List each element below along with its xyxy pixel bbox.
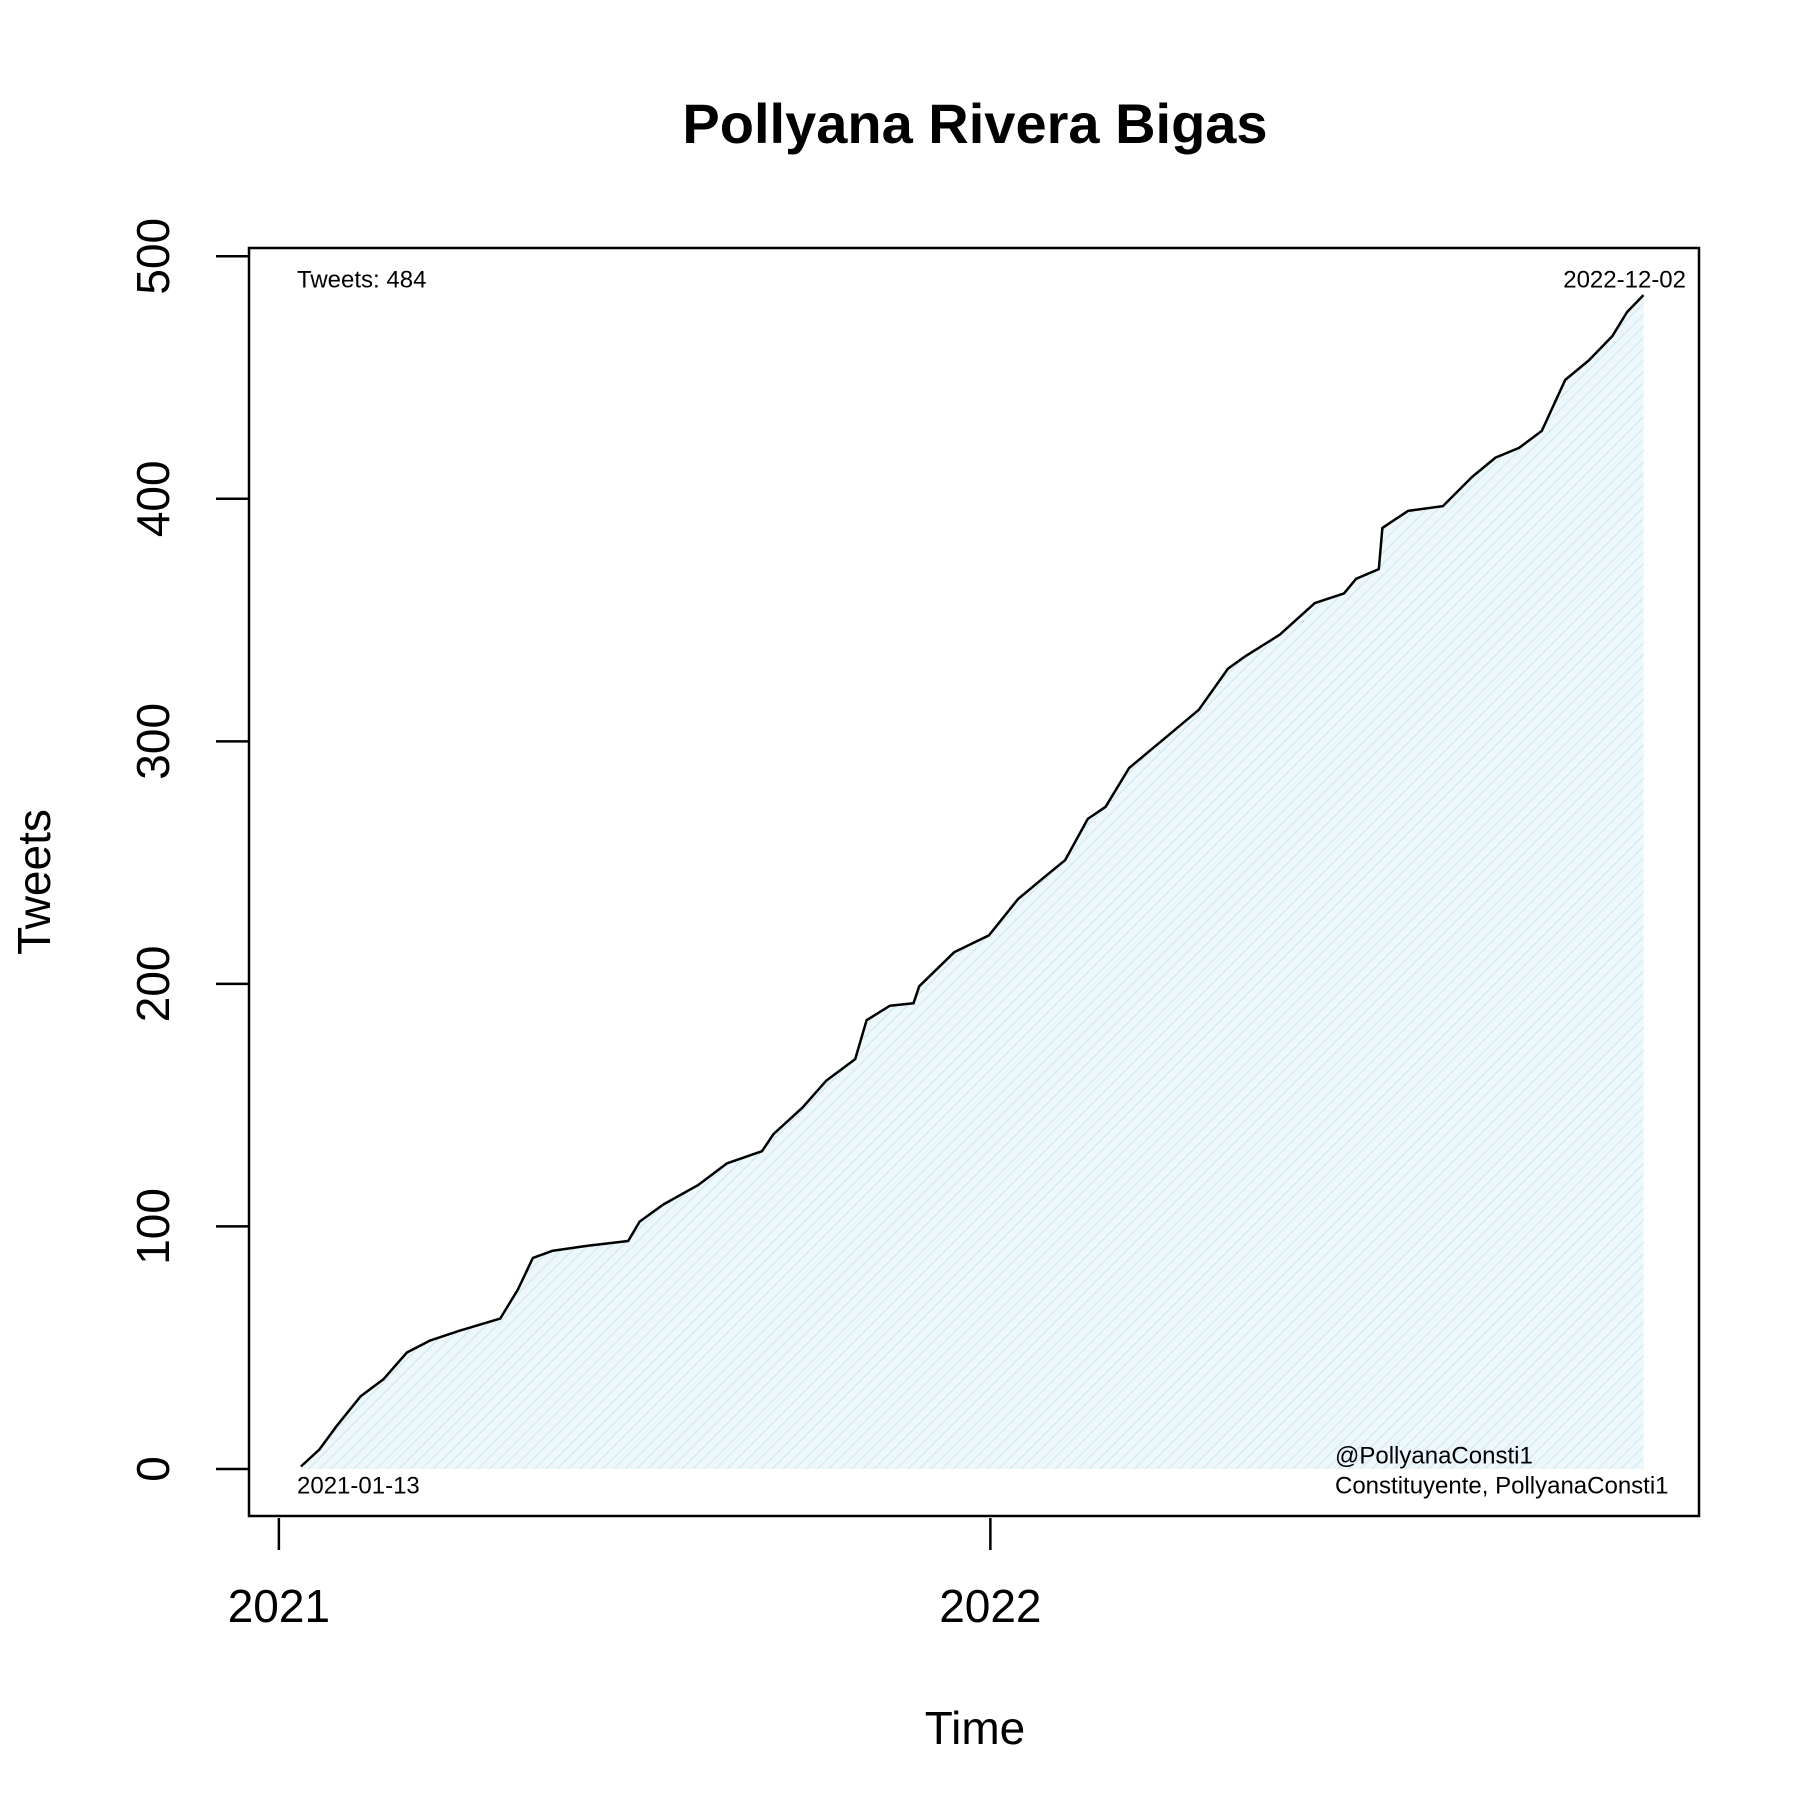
plot-area (300, 294, 1645, 1469)
y-tick-label: 400 (127, 460, 179, 537)
y-axis-label: Tweets (8, 809, 60, 955)
y-tick-label: 100 (127, 1188, 179, 1265)
chart-title: Pollyana Rivera Bigas (682, 92, 1267, 155)
x-tick-label: 2022 (939, 1580, 1041, 1632)
y-tick-label: 0 (127, 1456, 179, 1482)
y-tick-label: 200 (127, 945, 179, 1022)
annotation: Tweets: 484 (297, 266, 426, 293)
annotation: 2022-12-02 (1563, 266, 1686, 293)
area (300, 295, 1644, 1469)
annotation: @PollyanaConsti1 (1335, 1442, 1533, 1469)
line (300, 294, 1645, 1468)
x-tick-label: 2021 (228, 1580, 330, 1632)
annotation: Constituyente, PollyanaConsti1 (1335, 1472, 1669, 1499)
y-tick-label: 300 (127, 703, 179, 780)
y-tick-label: 500 (127, 218, 179, 295)
plot-frame (247, 246, 1701, 1518)
x-axis-label: Time (925, 1702, 1026, 1754)
annotation: 2021-01-13 (297, 1472, 420, 1499)
